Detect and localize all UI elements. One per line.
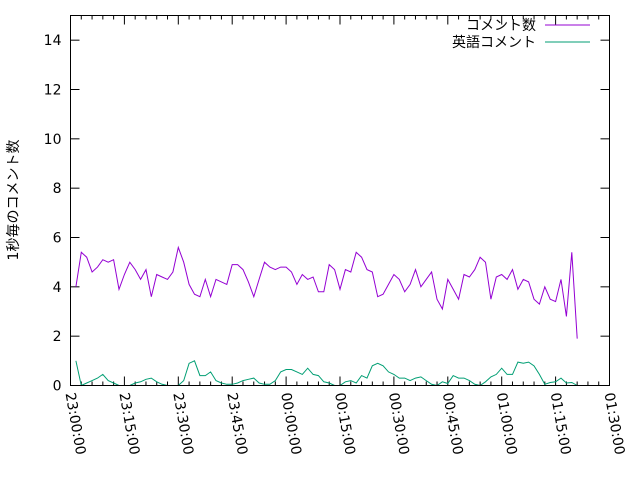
y-tick-label: 12 xyxy=(44,83,62,99)
legend-label: コメント数 xyxy=(466,18,536,34)
plot-border xyxy=(70,15,610,386)
x-tick-label: 23:45:00 xyxy=(223,391,250,456)
y-tick-label: 10 xyxy=(44,132,62,148)
y-tick-label: 6 xyxy=(53,231,62,247)
y-tick-label: 0 xyxy=(53,379,62,395)
x-tick-label: 23:00:00 xyxy=(62,391,89,456)
axis-ticks xyxy=(70,15,610,386)
y-tick-label: 14 xyxy=(44,33,62,49)
y-tick-label: 2 xyxy=(53,329,62,345)
x-tick-label: 00:30:00 xyxy=(385,391,412,456)
y-tick-label: 8 xyxy=(53,181,62,197)
x-tick-label: 01:30:00 xyxy=(601,391,628,456)
x-tick-label: 01:00:00 xyxy=(493,391,520,456)
x-tick-label: 00:15:00 xyxy=(331,391,358,456)
x-tick-labels: 23:00:00 23:15:00 23:30:00 23:45:00 00:00:00… xyxy=(62,391,628,456)
x-tick-label: 23:30:00 xyxy=(169,391,196,456)
series-line-1 xyxy=(75,360,578,387)
x-tick-label: 23:15:00 xyxy=(115,391,142,456)
x-tick-label: 01:15:00 xyxy=(547,391,574,456)
series-line-0 xyxy=(75,245,578,339)
y-axis-label: 1秒毎のコメント数 xyxy=(6,140,22,261)
y-tick-labels: 0 2 4 6 8 10 12 14 xyxy=(44,33,62,394)
legend-label: 英語コメント xyxy=(452,34,536,51)
series-lines xyxy=(75,245,578,387)
x-tick-label: 00:00:00 xyxy=(277,391,304,456)
y-tick-label: 4 xyxy=(53,280,62,296)
x-tick-label: 00:45:00 xyxy=(439,391,466,456)
